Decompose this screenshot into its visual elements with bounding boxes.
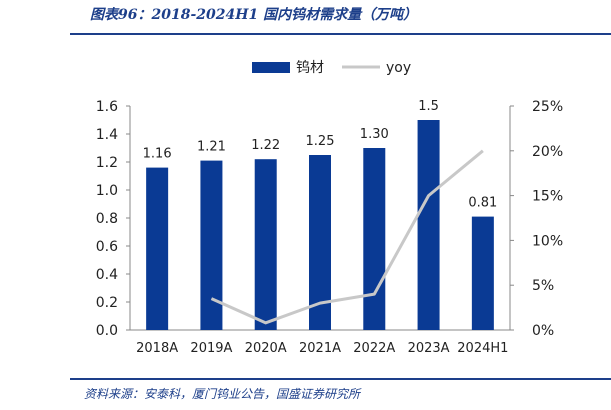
source-note: 资料来源：安泰科，厦门钨业公告，国盛证券研究所 — [84, 387, 361, 401]
x-tick-label: 2018A — [136, 341, 178, 356]
bar — [146, 167, 169, 330]
y-left-tick-label: 0.4 — [96, 267, 118, 283]
y-left-tick-label: 0.2 — [96, 295, 118, 311]
y-right-tick-label: 10% — [532, 233, 563, 249]
figure-title: 图表96：2018-2024H1 国内钨材需求量（万吨） — [90, 7, 418, 23]
bar-data-label: 1.22 — [251, 138, 280, 153]
y-left-tick-label: 1.2 — [96, 155, 118, 171]
y-right-tick-label: 15% — [532, 189, 563, 205]
legend-label-line: yoy — [386, 60, 411, 76]
x-tick-label: 2021A — [299, 341, 341, 356]
bar — [471, 216, 494, 330]
bar-data-label: 1.30 — [360, 127, 389, 142]
y-right-tick-label: 0% — [532, 323, 554, 339]
y-right-tick-label: 25% — [532, 99, 563, 115]
bar — [363, 148, 386, 330]
bar — [309, 155, 331, 330]
y-left-tick-label: 0.0 — [96, 323, 118, 339]
x-tick-label: 2024H1 — [457, 341, 508, 356]
y-left-tick-label: 0.6 — [96, 239, 118, 255]
bar-data-label: 1.5 — [418, 99, 439, 114]
legend: 钨材 yoy — [252, 60, 411, 76]
x-tick-label: 2023A — [408, 341, 450, 356]
x-tick-label: 2019A — [190, 341, 232, 356]
y-left-tick-label: 1.4 — [96, 127, 118, 143]
bottom-rule — [70, 378, 611, 380]
x-tick-label: 2022A — [353, 341, 395, 356]
legend-swatch-bar — [252, 62, 290, 73]
y-right-tick-label: 5% — [532, 278, 554, 294]
top-rule — [70, 33, 611, 35]
x-tick-label: 2020A — [245, 341, 287, 356]
bar — [254, 159, 277, 330]
y-left-tick-label: 1.0 — [96, 183, 118, 199]
bar-data-label: 1.21 — [197, 140, 226, 155]
bar-data-label: 0.81 — [468, 196, 497, 211]
bar — [417, 120, 440, 330]
y-left-tick-label: 0.8 — [96, 211, 118, 227]
yoy-line — [210, 149, 484, 325]
legend-label-bar: 钨材 — [296, 60, 324, 76]
y-right-tick-label: 20% — [532, 144, 563, 160]
y-left-tick-label: 1.6 — [96, 99, 118, 115]
bar — [200, 160, 223, 330]
bar-data-label: 1.16 — [143, 147, 172, 162]
bar-data-label: 1.25 — [306, 134, 335, 149]
